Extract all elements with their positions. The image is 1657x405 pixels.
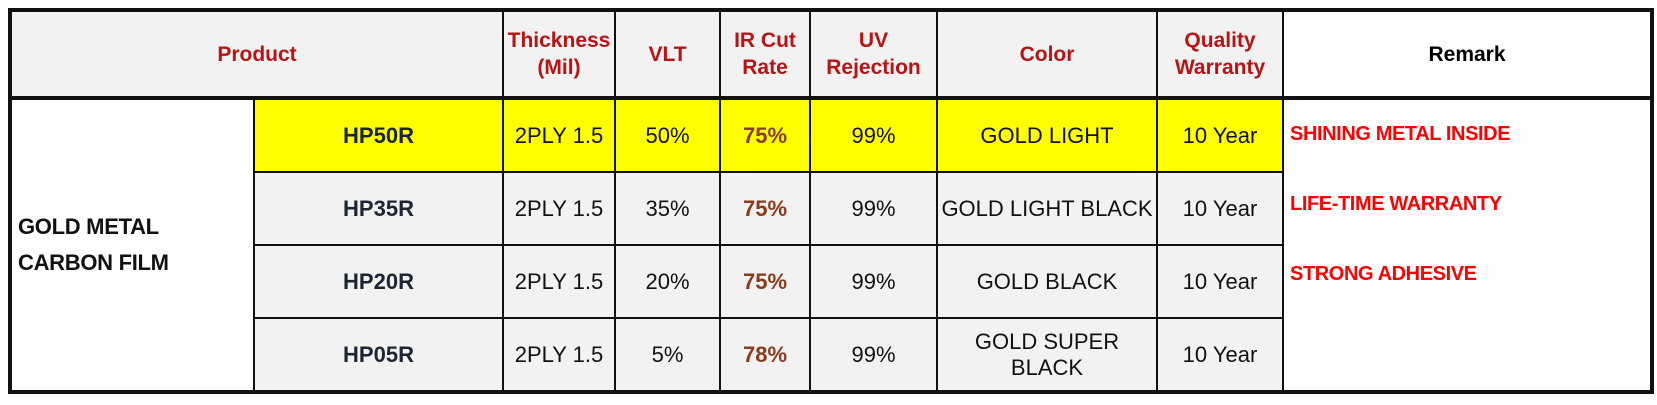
uv-cell: 99% [809, 244, 938, 319]
thickness-cell: 2PLY 1.5 [502, 317, 616, 393]
header-remark: Remark [1282, 9, 1653, 100]
ir-cut-cell: 75% [719, 171, 811, 246]
table-row: HP05R 2PLY 1.5 5% 78% 99% GOLD SUPER BLA… [10, 317, 1652, 393]
header-quality-warranty: Quality Warranty [1156, 9, 1284, 100]
thickness-cell: 2PLY 1.5 [502, 97, 616, 173]
spec-table-wrapper: Product Thickness (Mil) VLT IR Cut Rate … [8, 8, 1654, 394]
product-family-label: GOLD METAL CARBON FILM [9, 97, 255, 393]
color-cell: GOLD LIGHT [936, 97, 1158, 173]
uv-cell: 99% [809, 97, 938, 173]
vlt-cell: 5% [614, 317, 721, 393]
warranty-cell: 10 Year [1156, 244, 1284, 319]
thickness-cell: 2PLY 1.5 [502, 244, 616, 319]
remark-line: STRONG ADHESIVE [1290, 263, 1477, 285]
header-uv-rejection: UV Rejection [809, 9, 938, 100]
remark-line: SHINING METAL INSIDE [1290, 123, 1511, 145]
product-spec-table: Product Thickness (Mil) VLT IR Cut Rate … [8, 8, 1654, 394]
uv-cell: 99% [809, 171, 938, 246]
table-row: HP35R 2PLY 1.5 35% 75% 99% GOLD LIGHT BL… [10, 171, 1652, 246]
ir-cut-cell: 75% [719, 97, 811, 173]
color-cell: GOLD BLACK [936, 244, 1158, 319]
color-cell: GOLD LIGHT BLACK [936, 171, 1158, 246]
remarks-cell: SHINING METAL INSIDE LIFE-TIME WARRANTY … [1282, 97, 1653, 393]
model-cell: HP50R [253, 97, 504, 173]
model-cell: HP35R [253, 171, 504, 246]
product-family-text: GOLD METAL CARBON FILM [18, 214, 169, 275]
header-ir-cut-rate: IR Cut Rate [719, 9, 811, 100]
warranty-cell: 10 Year [1156, 97, 1284, 173]
ir-cut-cell: 78% [719, 317, 811, 393]
vlt-cell: 35% [614, 171, 721, 246]
header-row: Product Thickness (Mil) VLT IR Cut Rate … [9, 9, 1653, 100]
header-vlt: VLT [614, 9, 721, 100]
header-product: Product [9, 9, 504, 100]
table-row: GOLD METAL CARBON FILM HP50R 2PLY 1.5 50… [9, 97, 1653, 393]
warranty-cell: 10 Year [1156, 317, 1284, 393]
thickness-cell: 2PLY 1.5 [502, 171, 616, 246]
vlt-cell: 20% [614, 244, 721, 319]
ir-cut-cell: 75% [719, 244, 811, 319]
vlt-cell: 50% [614, 97, 721, 173]
model-cell: HP05R [253, 317, 504, 393]
remark-line: LIFE-TIME WARRANTY [1290, 193, 1502, 215]
header-thickness: Thickness (Mil) [502, 9, 616, 100]
table-row: HP20R 2PLY 1.5 20% 75% 99% GOLD BLACK 10… [10, 244, 1652, 319]
model-cell: HP20R [253, 244, 504, 319]
header-color: Color [936, 9, 1158, 100]
color-cell: GOLD SUPER BLACK [936, 317, 1158, 393]
uv-cell: 99% [809, 317, 938, 393]
warranty-cell: 10 Year [1156, 171, 1284, 246]
